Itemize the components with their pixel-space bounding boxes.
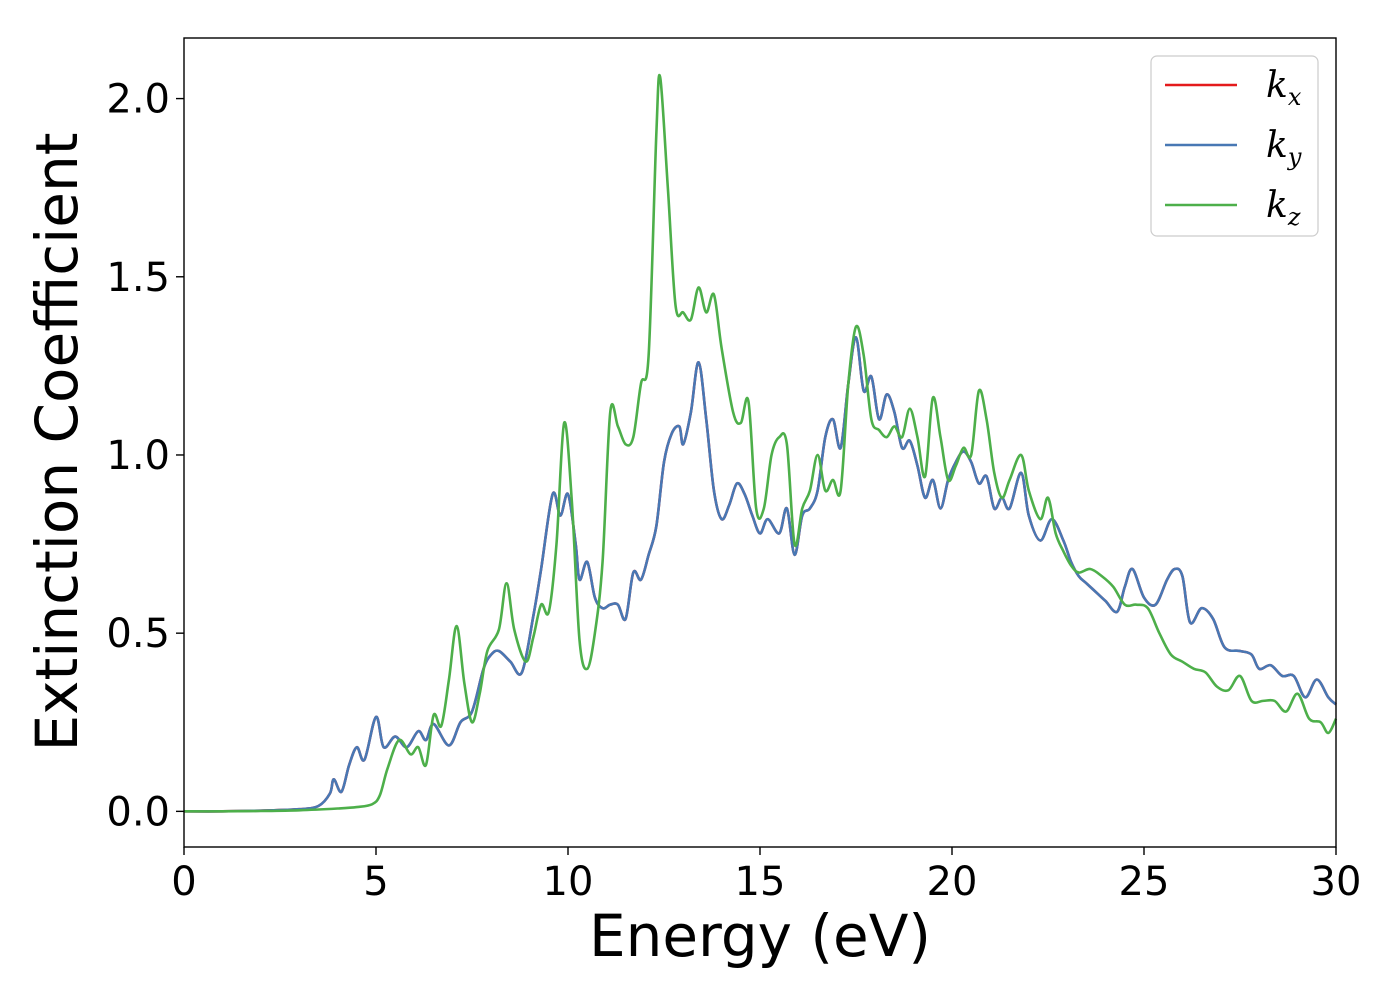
x-axis-ticks: 0 5 10 15 20 25 30 bbox=[171, 847, 1361, 905]
legend-label-kx: kx bbox=[1266, 65, 1302, 111]
y-tick-label: 1.0 bbox=[106, 433, 170, 479]
series-line-kz bbox=[183, 73, 1338, 813]
x-tick-label: 5 bbox=[363, 859, 388, 905]
y-tick-label: 0.0 bbox=[106, 789, 170, 835]
legend-subscript: x bbox=[1288, 83, 1302, 111]
x-tick-label: 25 bbox=[1119, 859, 1170, 905]
y-axis-label: Extinction Coefficient bbox=[23, 133, 91, 752]
series-line-ky bbox=[183, 336, 1337, 813]
legend-subscript: y bbox=[1287, 143, 1302, 171]
x-tick-label: 30 bbox=[1311, 859, 1362, 905]
legend-label-ky: ky bbox=[1266, 125, 1302, 171]
x-tick-label: 20 bbox=[927, 859, 978, 905]
plot-lines bbox=[183, 73, 1338, 813]
y-tick-label: 0.5 bbox=[106, 611, 170, 657]
y-tick-label: 2.0 bbox=[106, 77, 170, 123]
x-tick-label: 15 bbox=[735, 859, 786, 905]
x-axis-label: Energy (eV) bbox=[589, 902, 931, 970]
y-axis-ticks: 0.0 0.5 1.0 1.5 2.0 bbox=[106, 77, 184, 835]
y-tick-label: 1.5 bbox=[106, 255, 170, 301]
x-tick-label: 10 bbox=[543, 859, 594, 905]
legend-subscript: z bbox=[1287, 203, 1301, 231]
x-tick-label: 0 bbox=[171, 859, 196, 905]
